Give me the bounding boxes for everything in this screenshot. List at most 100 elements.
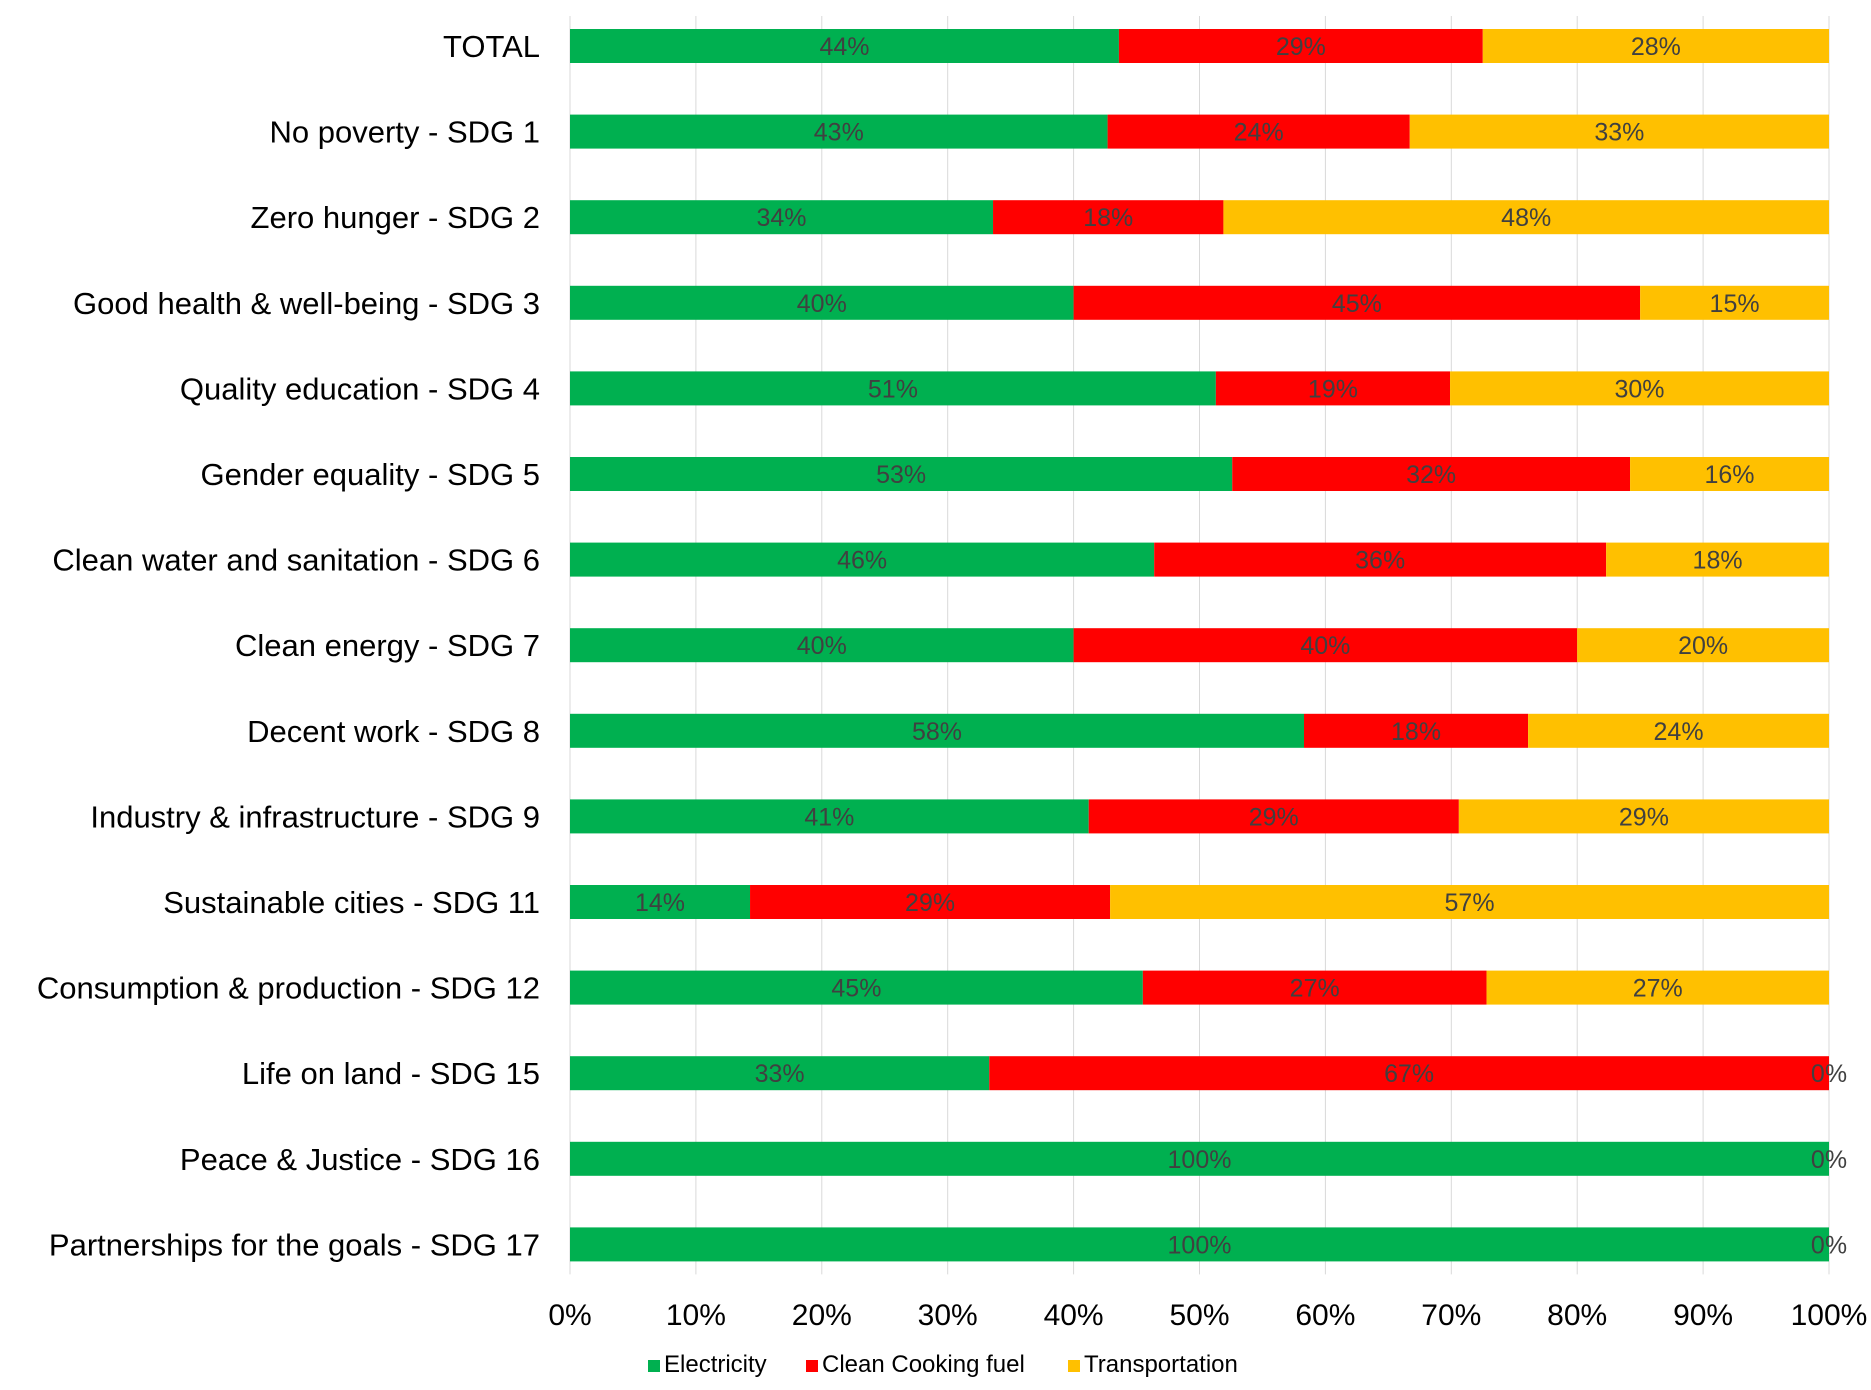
x-tick-label: 80% [1547, 1299, 1607, 1332]
bar-segment [570, 628, 1074, 663]
category-label: TOTAL [443, 29, 540, 64]
bar-segment [1528, 713, 1829, 748]
data-label: 57% [1445, 889, 1495, 917]
bar-segment [1215, 371, 1451, 406]
legend-swatch [1068, 1360, 1080, 1372]
data-label: 18% [1391, 718, 1441, 746]
data-label: 18% [1083, 204, 1133, 232]
x-tick-label: 0% [548, 1299, 591, 1332]
bar-segment [1577, 628, 1829, 663]
bar-segment [1409, 114, 1829, 149]
data-label: 44% [819, 33, 869, 61]
bar-segment [1142, 970, 1487, 1005]
data-label: 41% [804, 803, 854, 831]
legend-label: Transportation [1084, 1351, 1238, 1378]
bar-segment [1482, 29, 1829, 63]
legend-label: Clean Cooking fuel [822, 1351, 1025, 1378]
bar-segment [570, 542, 1155, 577]
data-label: 15% [1710, 290, 1760, 318]
data-label: 46% [837, 547, 887, 575]
data-label: 67% [1384, 1060, 1434, 1088]
category-label: Life on land - SDG 15 [242, 1056, 540, 1091]
x-tick-label: 40% [1044, 1299, 1104, 1332]
data-label: 16% [1705, 461, 1755, 489]
legend-label: Electricity [664, 1351, 767, 1378]
data-label: 14% [635, 889, 685, 917]
category-label: Zero hunger - SDG 2 [251, 200, 540, 235]
data-label: 29% [1249, 803, 1299, 831]
data-label: 27% [1290, 975, 1340, 1003]
data-label: 28% [1631, 33, 1681, 61]
bar-segment [989, 1056, 1829, 1091]
data-label: 51% [868, 375, 918, 403]
category-label: Peace & Justice - SDG 16 [180, 1142, 540, 1177]
category-label: Quality education - SDG 4 [180, 371, 540, 406]
x-axis-ticks: 0% 10% 20% 30% 40% 50% 60% 70% 80% 90% 100% [548, 1299, 1867, 1332]
data-label: 34% [756, 204, 806, 232]
x-tick-label: 30% [918, 1299, 978, 1332]
data-label: 40% [797, 290, 847, 318]
bar-segment [1486, 970, 1829, 1005]
data-label: 19% [1308, 375, 1358, 403]
bar-segment [570, 200, 994, 235]
data-label: 20% [1678, 632, 1728, 660]
category-label: Gender equality - SDG 5 [201, 457, 540, 492]
bar-segment [1303, 713, 1529, 748]
x-tick-label: 90% [1673, 1299, 1733, 1332]
bar-segment [570, 29, 1119, 63]
bar-segment [570, 1227, 1829, 1262]
data-label: 100% [1168, 1146, 1232, 1174]
data-label: 33% [1594, 119, 1644, 147]
x-tick-label: 10% [666, 1299, 726, 1332]
data-label: 24% [1234, 119, 1284, 147]
category-label: No poverty - SDG 1 [270, 115, 540, 150]
x-tick-label: 20% [792, 1299, 852, 1332]
bar-segment [750, 885, 1111, 919]
data-label: 58% [912, 718, 962, 746]
bar-segment [1073, 628, 1578, 663]
data-label: 27% [1633, 975, 1683, 1003]
data-label: 53% [876, 461, 926, 489]
bar-segment [570, 1141, 1829, 1176]
category-label: Sustainable cities - SDG 11 [163, 885, 540, 920]
data-label: 0% [1811, 1231, 1847, 1259]
data-label: 29% [905, 889, 955, 917]
data-label: 45% [831, 975, 881, 1003]
bar-segment [570, 713, 1304, 748]
bar-segment [1458, 799, 1829, 834]
bars [570, 29, 1829, 1262]
x-tick-label: 60% [1295, 1299, 1355, 1332]
x-tick-label: 100% [1791, 1299, 1868, 1332]
data-label: 24% [1654, 718, 1704, 746]
bar-segment [1110, 885, 1829, 919]
data-labels: 44% 29% 28% 43% 24% 33% 34% 18% 48% 40% 45% 15% 51% 1… [635, 33, 1847, 1259]
bar-segment [570, 799, 1089, 834]
category-label: Industry & infrastructure - SDG 9 [90, 799, 540, 834]
data-label: 30% [1614, 375, 1664, 403]
bar-segment [1232, 457, 1631, 491]
x-tick-label: 70% [1421, 1299, 1481, 1332]
bar-segment [1107, 114, 1410, 149]
data-label: 40% [797, 632, 847, 660]
bar-segment [570, 285, 1074, 320]
legend-swatch [648, 1360, 660, 1372]
bar-segment [1118, 29, 1483, 63]
data-label: 45% [1332, 290, 1382, 318]
data-label: 43% [814, 119, 864, 147]
category-label: Partnerships for the goals - SDG 17 [49, 1227, 540, 1262]
data-label: 36% [1355, 547, 1405, 575]
bar-segment [1088, 799, 1459, 834]
data-label: 33% [755, 1060, 805, 1088]
bar-segment [1073, 285, 1641, 320]
data-label: 100% [1168, 1231, 1232, 1259]
data-label: 48% [1501, 204, 1551, 232]
bar-segment [570, 457, 1233, 491]
data-label: 29% [1619, 803, 1669, 831]
legend-swatch [806, 1360, 818, 1372]
data-label: 29% [1276, 33, 1326, 61]
data-label: 0% [1811, 1146, 1847, 1174]
bar-segment [1630, 457, 1829, 491]
bar-segment [1640, 285, 1829, 320]
